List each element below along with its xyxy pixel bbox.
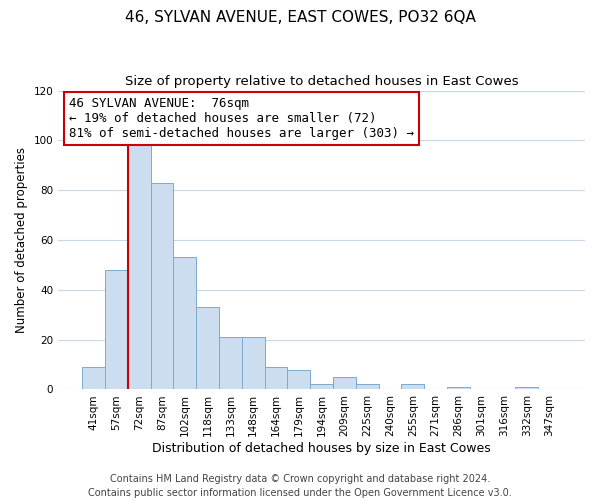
Bar (196, 308, 219, 390)
Bar (242, 337, 265, 390)
Title: Size of property relative to detached houses in East Cowes: Size of property relative to detached ho… (125, 75, 518, 88)
Bar (219, 337, 242, 390)
Bar (401, 384, 424, 390)
Bar (356, 384, 379, 390)
Bar (151, 182, 173, 390)
Text: 46, SYLVAN AVENUE, EAST COWES, PO32 6QA: 46, SYLVAN AVENUE, EAST COWES, PO32 6QA (125, 10, 475, 25)
Bar (287, 370, 310, 390)
Text: Contains HM Land Registry data © Crown copyright and database right 2024.
Contai: Contains HM Land Registry data © Crown c… (88, 474, 512, 498)
Bar (265, 367, 287, 390)
Bar (105, 270, 128, 390)
Bar (310, 384, 333, 390)
Bar (173, 258, 196, 390)
Bar (515, 387, 538, 390)
Bar (333, 377, 356, 390)
Bar (82, 367, 105, 390)
Bar (447, 387, 470, 390)
X-axis label: Distribution of detached houses by size in East Cowes: Distribution of detached houses by size … (152, 442, 491, 455)
Bar (128, 140, 151, 390)
Text: 46 SYLVAN AVENUE:  76sqm
← 19% of detached houses are smaller (72)
81% of semi-d: 46 SYLVAN AVENUE: 76sqm ← 19% of detache… (69, 96, 414, 140)
Y-axis label: Number of detached properties: Number of detached properties (15, 147, 28, 333)
